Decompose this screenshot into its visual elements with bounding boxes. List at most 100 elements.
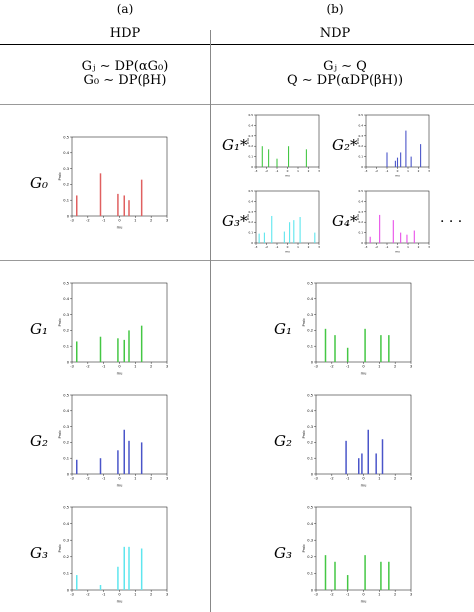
plot-frame	[71, 282, 168, 363]
y-tick-label: 0	[251, 165, 253, 169]
x-tick-label: -2	[86, 477, 90, 481]
y-tick-label: 0.2	[359, 144, 364, 148]
x-tick-label: -1	[102, 593, 106, 597]
y-tick-label: 0.3	[307, 538, 313, 542]
x-tick-label: -1	[386, 169, 389, 173]
y-tick-label: 0	[67, 360, 70, 364]
y-tick-label: 0	[67, 214, 70, 218]
x-tick-label: 1	[297, 245, 299, 249]
x-tick-label: 3	[410, 477, 412, 481]
ndp-g2-star-chart: -3 -2 -1 0 1 2 3 0 0.1 0.2 0.3 0.4 0.5 mu Prob	[356, 113, 430, 178]
y-tick-label: 0.3	[63, 538, 69, 542]
x-tick-label: -2	[330, 593, 334, 597]
x-tick-label: -2	[375, 245, 378, 249]
y-axis-label: Prob	[58, 430, 62, 439]
x-tick-label: 1	[134, 593, 136, 597]
y-tick-label: 0.5	[249, 113, 254, 117]
x-tick-label: 3	[410, 593, 412, 597]
y-tick-label: 0.2	[249, 144, 254, 148]
y-tick-label: 0.5	[359, 113, 364, 117]
plot-frame	[71, 506, 168, 591]
plot-frame	[255, 114, 320, 168]
y-tick-label: 0.2	[249, 220, 254, 224]
hdp-g1-chart: -3 -2 -1 0 1 2 3 0 0.1 0.2 0.3 0.4 0.5 mu Prob	[58, 281, 168, 376]
y-tick-label: 0.3	[307, 313, 313, 317]
y-tick-label: 0	[67, 588, 70, 592]
x-tick-label: 2	[418, 169, 420, 173]
x-tick-label: -3	[70, 219, 74, 223]
x-tick-label: 2	[418, 245, 420, 249]
y-tick-label: 0.4	[359, 199, 364, 203]
y-tick-label: 0.1	[359, 231, 364, 235]
x-tick-label: -3	[70, 477, 74, 481]
x-tick-label: -1	[346, 593, 350, 597]
x-tick-label: 1	[407, 169, 409, 173]
ndp-g3-chart: -3 -2 -1 0 1 2 3 0 0.1 0.2 0.3 0.4 0.5 mu Prob	[302, 505, 412, 603]
x-tick-label: 3	[410, 365, 412, 369]
y-tick-label: 0.4	[249, 199, 254, 203]
g3-star-label: G₃*	[222, 212, 248, 230]
col-b-label: (b)	[326, 2, 344, 16]
col-b-title: NDP	[319, 26, 351, 41]
y-tick-label: 0.1	[307, 456, 313, 460]
y-tick-label: 0.3	[63, 167, 69, 171]
ndp-g2-chart: -3 -2 -1 0 1 2 3 0 0.1 0.2 0.3 0.4 0.5 mu Prob	[302, 393, 412, 488]
y-axis-label: Prob	[302, 544, 306, 553]
hdp-g3-chart: -3 -2 -1 0 1 2 3 0 0.1 0.2 0.3 0.4 0.5 mu Prob	[58, 505, 168, 604]
x-tick-label: -1	[276, 245, 279, 249]
x-tick-label: 2	[394, 593, 396, 597]
x-tick-label: 2	[394, 365, 396, 369]
x-tick-label: 1	[297, 169, 299, 173]
x-tick-label: 2	[150, 593, 152, 597]
x-tick-label: 0	[397, 169, 399, 173]
x-axis-label: mu	[117, 372, 123, 376]
x-tick-label: 3	[166, 593, 168, 597]
y-tick-label: 0.1	[359, 155, 364, 159]
y-tick-label: 0.3	[359, 134, 364, 138]
y-tick-label: 0.1	[307, 344, 313, 348]
ndp-g1-label: G₁	[274, 320, 292, 338]
x-tick-label: 0	[362, 365, 365, 369]
y-tick-label: 0.2	[63, 555, 69, 559]
x-tick-label: -2	[86, 365, 90, 369]
y-tick-label: 0.5	[63, 393, 69, 397]
x-tick-label: 2	[394, 477, 396, 481]
y-tick-label: 0.2	[63, 183, 69, 187]
x-tick-label: 2	[150, 219, 152, 223]
x-tick-label: -2	[86, 593, 90, 597]
x-tick-label: 0	[287, 169, 289, 173]
ndp-g4-star-chart: -3 -2 -1 0 1 2 3 0 0.1 0.2 0.3 0.4 0.5 mu Prob	[356, 189, 430, 254]
plot-frame	[315, 506, 412, 591]
x-axis-label: mu	[395, 174, 400, 178]
x-tick-label: -2	[330, 477, 334, 481]
y-tick-label: 0	[361, 165, 363, 169]
x-tick-label: 0	[287, 245, 289, 249]
plot-frame	[315, 282, 412, 363]
x-axis-label: mu	[117, 600, 123, 604]
x-tick-label: -2	[330, 365, 334, 369]
y-tick-label: 0.5	[63, 135, 69, 139]
y-tick-label: 0.4	[249, 123, 254, 127]
ndp-formula-1: Gⱼ ∼ Q	[323, 59, 367, 74]
x-axis-label: mu	[361, 484, 367, 488]
y-tick-label: 0.2	[307, 441, 313, 445]
x-tick-label: 0	[362, 593, 365, 597]
y-axis-label: Prob	[356, 214, 360, 220]
y-tick-label: 0.1	[307, 572, 313, 576]
g2-star-label: G₂*	[332, 136, 358, 154]
y-tick-label: 0.1	[63, 572, 69, 576]
hdp-g3-label: G₃	[30, 544, 48, 562]
ellipsis: · · ·	[440, 214, 463, 230]
x-tick-label: -1	[386, 245, 389, 249]
hdp-g2-label: G₂	[30, 432, 48, 450]
g1-star-label: G₁*	[222, 136, 248, 154]
plot-frame	[315, 394, 412, 475]
hdp-formula-1: Gⱼ ∼ DP(αG₀)	[81, 59, 169, 74]
x-tick-label: -1	[346, 365, 350, 369]
formula-rule	[0, 104, 474, 105]
y-tick-label: 0.4	[63, 151, 69, 155]
x-tick-label: 3	[318, 169, 320, 173]
hdp-g1-label: G₁	[30, 320, 48, 338]
x-tick-label: -3	[255, 245, 258, 249]
y-tick-label: 0.3	[249, 134, 254, 138]
